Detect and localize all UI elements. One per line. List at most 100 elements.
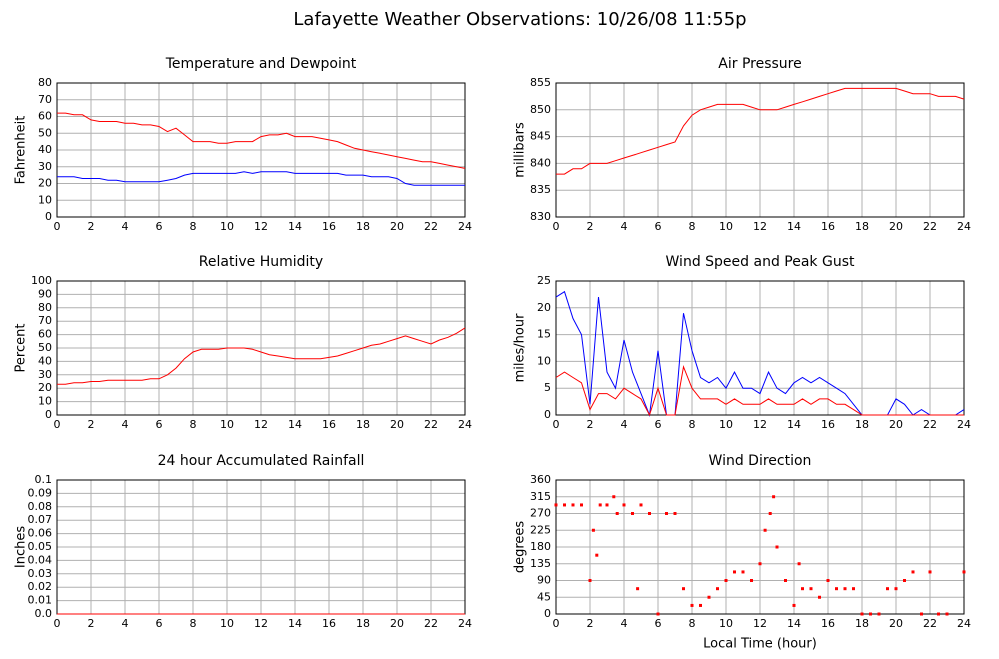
x-tick-label: 10: [719, 220, 733, 233]
y-tick-label: 180: [530, 540, 551, 553]
chart-title: Temperature and Dewpoint: [165, 56, 357, 72]
data-point: [801, 587, 804, 591]
y-tick-label: 835: [530, 183, 551, 196]
x-tick-label: 12: [753, 617, 767, 630]
x-tick-label: 0: [553, 418, 560, 431]
data-line: [57, 327, 466, 385]
x-tick-label: 0: [54, 418, 61, 431]
data-point: [962, 570, 966, 574]
y-tick-label: 0.07: [28, 513, 53, 526]
data-point: [707, 595, 711, 599]
data-point: [928, 570, 932, 574]
x-tick-label: 22: [923, 617, 937, 630]
x-tick-label: 0: [553, 220, 560, 233]
data-point: [843, 587, 847, 591]
data-point: [580, 503, 583, 507]
x-tick-label: 14: [288, 418, 302, 431]
data-point: [945, 612, 949, 616]
x-tick-label: 0: [54, 220, 61, 233]
x-tick-label: 0: [553, 617, 560, 630]
y-tick-label: 5: [544, 381, 551, 394]
x-tick-label: 24: [957, 418, 971, 431]
y-tick-label: 0: [544, 408, 551, 421]
data-point: [784, 579, 787, 582]
data-point: [758, 562, 762, 566]
data-point: [852, 587, 855, 591]
x-tick-label: 16: [322, 418, 336, 431]
x-tick-label: 6: [655, 418, 662, 431]
x-tick-label: 24: [458, 418, 472, 431]
chart-title: Wind Direction: [709, 453, 812, 469]
y-tick-label: 60: [38, 110, 52, 123]
y-tick-label: 40: [38, 143, 52, 156]
x-tick-label: 8: [689, 617, 696, 630]
x-tick-label: 16: [821, 617, 835, 630]
y-tick-label: 0.01: [28, 594, 53, 607]
data-line: [555, 290, 965, 417]
x-tick-label: 6: [655, 617, 662, 630]
main-title: Lafayette Weather Observations: 10/26/08…: [293, 9, 746, 30]
y-tick-label: 845: [530, 130, 551, 143]
data-point: [636, 587, 640, 591]
x-tick-label: 18: [855, 220, 869, 233]
data-point: [591, 528, 595, 532]
data-point: [886, 587, 889, 591]
x-tick-label: 12: [753, 418, 767, 431]
data-point: [571, 503, 575, 507]
x-tick-label: 8: [190, 418, 197, 431]
x-tick-label: 18: [356, 418, 370, 431]
data-point: [894, 587, 898, 591]
x-tick-label: 10: [719, 617, 733, 630]
data-point: [741, 570, 745, 574]
x-tick-label: 20: [390, 418, 404, 431]
x-tick-label: 18: [855, 617, 869, 630]
y-axis-label: millibars: [513, 122, 528, 178]
y-tick-label: 855: [530, 76, 551, 89]
x-axis-label: Local Time (hour): [703, 637, 817, 652]
y-tick-label: 360: [530, 473, 551, 486]
data-point: [869, 612, 872, 616]
x-tick-label: 8: [689, 220, 696, 233]
chart-title: Air Pressure: [718, 56, 801, 72]
y-tick-label: 840: [530, 156, 551, 169]
y-tick-label: 315: [530, 490, 551, 503]
x-tick-label: 24: [458, 220, 472, 233]
data-point: [920, 612, 923, 616]
y-tick-label: 0.05: [28, 540, 53, 553]
x-tick-label: 24: [957, 220, 971, 233]
x-tick-label: 22: [424, 617, 438, 630]
x-tick-label: 6: [156, 617, 163, 630]
x-tick-label: 12: [753, 220, 767, 233]
x-tick-label: 10: [220, 617, 234, 630]
x-tick-label: 10: [220, 418, 234, 431]
data-point: [690, 603, 694, 607]
y-axis-label: Inches: [14, 526, 29, 568]
y-tick-label: 20: [537, 301, 551, 314]
x-tick-label: 16: [322, 220, 336, 233]
y-axis-label: miles/hour: [513, 313, 528, 382]
y-tick-label: 40: [38, 354, 52, 367]
chart-title: Relative Humidity: [199, 254, 323, 270]
x-tick-label: 20: [889, 617, 903, 630]
plot-frame: [56, 82, 466, 218]
data-point: [665, 512, 668, 515]
y-tick-label: 50: [38, 126, 52, 139]
y-tick-label: 10: [537, 354, 551, 367]
y-axis-label: Fahrenheit: [14, 116, 29, 185]
y-tick-label: 0.06: [28, 527, 53, 540]
data-point: [656, 612, 660, 616]
plot-frame: [555, 82, 965, 218]
y-tick-label: 80: [38, 301, 52, 314]
x-tick-label: 4: [122, 617, 129, 630]
data-point: [768, 512, 772, 515]
data-point: [818, 595, 821, 599]
y-tick-label: 830: [530, 210, 551, 223]
x-tick-label: 24: [957, 617, 971, 630]
x-tick-label: 14: [288, 617, 302, 630]
x-tick-label: 14: [787, 617, 801, 630]
data-point: [775, 545, 779, 549]
y-tick-label: 0.08: [28, 500, 53, 513]
x-tick-label: 18: [855, 418, 869, 431]
x-tick-label: 2: [88, 617, 95, 630]
x-tick-label: 8: [190, 617, 197, 630]
